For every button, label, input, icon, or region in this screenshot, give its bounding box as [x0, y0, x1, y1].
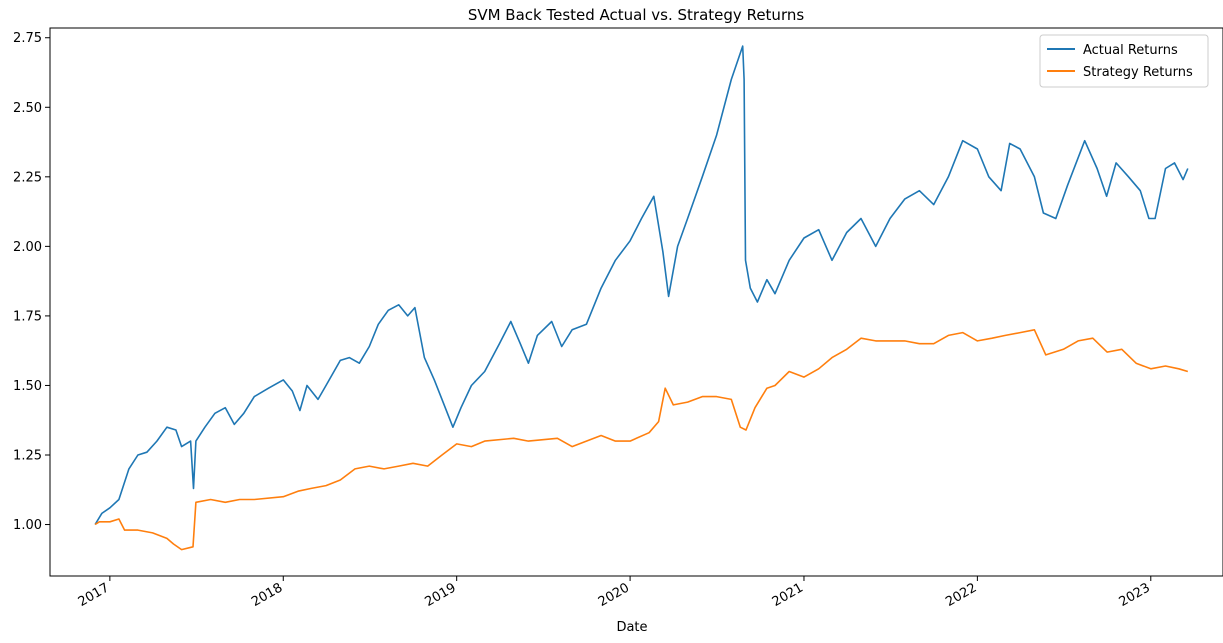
legend-box	[1039, 34, 1209, 88]
x-tick-label: 2019	[423, 580, 459, 610]
x-tick-label: 2017	[76, 580, 112, 610]
x-tick-label: 2020	[596, 580, 632, 610]
x-tick-label: 2023	[1117, 580, 1153, 610]
y-tick-label: 2.00	[13, 240, 42, 255]
y-tick-label: 1.50	[13, 379, 42, 394]
legend-label-strategy-returns: Strategy Returns	[1083, 65, 1193, 80]
chart-title: SVM Back Tested Actual vs. Strategy Retu…	[468, 6, 805, 24]
y-tick-label: 2.25	[13, 170, 42, 185]
y-tick-label: 2.50	[13, 101, 42, 116]
y-tick-label: 1.25	[13, 448, 42, 463]
x-tick-label: 2022	[943, 580, 979, 610]
x-axis: 2017 2018 2019 2020 2021 2022 2023	[76, 576, 1153, 610]
legend-label-actual-returns: Actual Returns	[1083, 43, 1178, 58]
y-tick-label: 2.75	[13, 31, 42, 46]
x-tick-label: 2021	[770, 580, 806, 610]
series-layer	[94, 45, 1189, 551]
series-line-strategy-returns	[94, 329, 1189, 551]
plot-area-frame	[49, 27, 1223, 577]
y-tick-label: 1.75	[13, 309, 42, 324]
y-axis: 1.00 1.25 1.50 1.75 2.00 2.25 2.50 2.75	[13, 31, 50, 533]
x-axis-title: Date	[616, 620, 647, 635]
x-tick-label: 2018	[249, 580, 285, 610]
y-tick-label: 1.00	[13, 518, 42, 533]
legend: Actual Returns Strategy Returns	[1039, 34, 1209, 88]
series-line-actual-returns	[94, 45, 1189, 525]
